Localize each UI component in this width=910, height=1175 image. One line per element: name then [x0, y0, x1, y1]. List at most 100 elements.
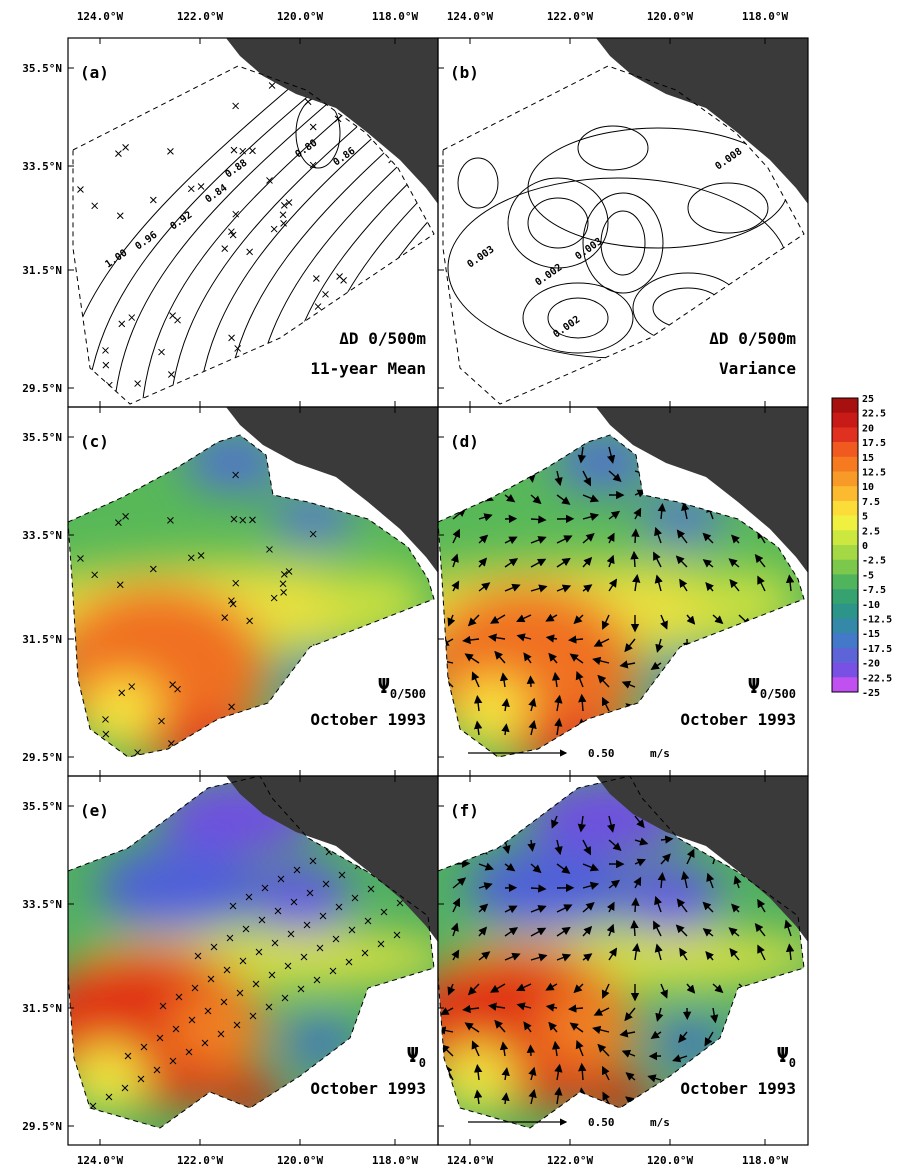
colorbar-label: 15 — [862, 453, 874, 464]
velocity-arrow — [479, 471, 487, 485]
velocity-arrow — [671, 1104, 687, 1105]
velocity-arrow — [687, 481, 694, 495]
contour-label: 0.003 — [465, 244, 496, 270]
lon-label-bottom: 122.0°W — [547, 1154, 594, 1167]
field-blob — [620, 863, 720, 933]
velocity-arrow — [765, 615, 774, 628]
velocity-arrow — [755, 663, 765, 673]
station — [229, 335, 235, 341]
field-blob — [688, 569, 798, 625]
station — [341, 646, 347, 652]
velocity-arrow — [725, 1056, 739, 1062]
field-blob — [318, 569, 428, 625]
contour-label: 0.008 — [713, 146, 744, 172]
velocity-arrow — [698, 1104, 713, 1107]
velocity-arrow — [445, 721, 453, 735]
station — [483, 791, 489, 797]
velocity-arrow — [453, 494, 469, 495]
velocity-arrow — [699, 1056, 713, 1063]
velocity-arrow — [713, 639, 715, 653]
station — [269, 451, 275, 457]
velocity-arrow — [626, 728, 635, 735]
colorbar-label: 17.5 — [862, 438, 886, 449]
station — [375, 744, 381, 750]
velocity-arrow — [698, 735, 713, 738]
map-area — [443, 38, 808, 404]
station — [150, 197, 156, 203]
colorbar-label: 20 — [862, 423, 874, 434]
colorbar-label: -2.5 — [862, 556, 886, 567]
panel-subtitle: October 1993 — [310, 710, 426, 729]
station — [168, 371, 174, 377]
colorbar-label: -10 — [862, 600, 880, 611]
station — [310, 124, 316, 130]
panel-title: ΔD 0/500m — [709, 329, 796, 348]
velocity-arrow — [649, 707, 661, 711]
colorbar-swatch — [832, 677, 858, 692]
station — [409, 176, 415, 182]
velocity-arrow — [699, 687, 713, 694]
velocity-arrow — [679, 663, 687, 673]
panel-title: Ψ0 — [777, 1043, 796, 1070]
velocity-arrow — [445, 697, 453, 711]
velocity-arrow — [727, 735, 739, 737]
panel-tag: (d) — [450, 432, 479, 451]
panel-subtitle: Variance — [719, 359, 796, 378]
contour-line — [578, 126, 648, 170]
panel-tag: (e) — [80, 801, 109, 820]
colorbar-label: -22.5 — [862, 673, 892, 684]
colorbar-swatch — [832, 472, 858, 487]
lon-label-bottom: 120.0°W — [647, 1154, 694, 1167]
station — [92, 203, 98, 209]
station — [233, 211, 239, 217]
velocity-arrow — [530, 677, 531, 687]
colorbar-label: 12.5 — [862, 468, 886, 479]
velocity-arrow — [727, 1104, 739, 1106]
colorbar-swatch — [832, 427, 858, 442]
symbol: Ψ — [407, 1043, 419, 1067]
station — [102, 347, 108, 353]
lon-label-top: 120.0°W — [277, 10, 324, 23]
velocity-arrow — [753, 1103, 765, 1104]
station — [280, 212, 286, 218]
map-panel: (b)ΔD 0/500mVariance0.0080.0030.0020.003… — [438, 38, 808, 407]
field-blob — [286, 657, 346, 707]
lat-label: 31.5°N — [22, 264, 62, 277]
velocity-arrow — [755, 1032, 765, 1042]
velocity-arrow — [786, 1008, 791, 1019]
velocity-arrow — [479, 840, 487, 854]
subscript: 0 — [419, 1056, 426, 1070]
station — [135, 381, 141, 387]
station — [231, 147, 237, 153]
station — [247, 249, 253, 255]
station — [117, 213, 123, 219]
contours — [448, 126, 788, 358]
panel-title: Ψ0 — [407, 1043, 426, 1070]
velocity-arrow — [603, 724, 609, 735]
panel-title: ΔD 0/500m — [339, 329, 426, 348]
velocity-arrow — [647, 1100, 661, 1104]
station — [167, 148, 173, 154]
velocity-arrow — [453, 471, 465, 481]
panel-tag: (a) — [80, 63, 109, 82]
lon-label-bottom: 124.0°W — [77, 1154, 124, 1167]
contour-line — [653, 288, 723, 328]
velocity-arrow — [445, 1090, 453, 1104]
panel-subtitle: October 1993 — [680, 710, 796, 729]
velocity-arrow — [531, 519, 545, 520]
colorbar-swatch — [832, 589, 858, 604]
station — [271, 226, 277, 232]
station — [159, 349, 165, 355]
station — [106, 751, 112, 757]
panel-tag: (b) — [450, 63, 479, 82]
panel-subtitle: October 1993 — [680, 1079, 796, 1098]
station — [249, 148, 255, 154]
station — [240, 148, 246, 154]
station — [313, 276, 319, 282]
colorbar-label: 2.5 — [862, 526, 880, 537]
colorbar-label: 0 — [862, 541, 868, 552]
velocity-arrow — [552, 447, 557, 458]
